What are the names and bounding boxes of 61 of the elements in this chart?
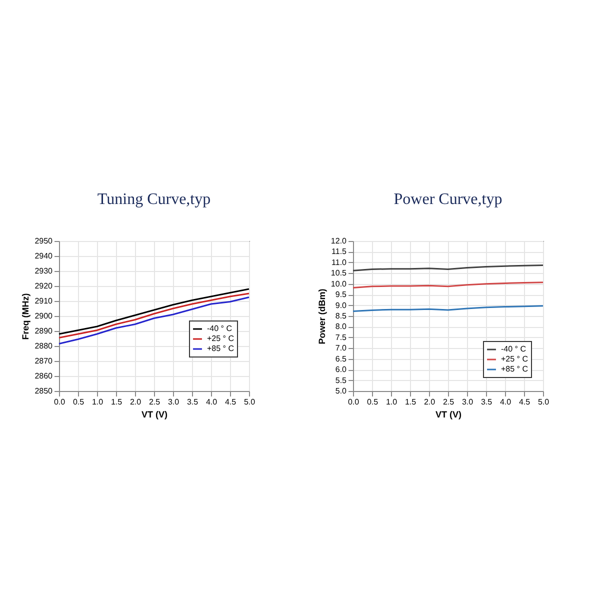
y-tick-label: 2890 <box>34 326 54 336</box>
y-tick-label: 7.5 <box>335 332 348 342</box>
y-axis-title: Freq (MHz) <box>20 293 31 340</box>
y-tick-label: 2920 <box>34 282 54 290</box>
x-tick-label: 3.0 <box>462 398 474 406</box>
x-tick-label: 5.0 <box>538 398 550 406</box>
x-tick-label: 2.0 <box>424 398 436 406</box>
y-tick-label: 7.0 <box>335 344 348 353</box>
x-tick-label: 3.5 <box>480 398 493 406</box>
legend-label: -40 ° C <box>207 324 232 333</box>
y-tick-label: 2940 <box>34 252 54 260</box>
x-tick-label: 4.5 <box>518 398 531 406</box>
x-axis-title: VT (V) <box>142 410 168 420</box>
y-tick-label: 2850 <box>34 386 54 396</box>
chart-title: Power Curve,typ <box>394 191 502 208</box>
legend-label: -40 ° C <box>501 344 526 354</box>
y-tick-label: 5.0 <box>335 386 348 396</box>
x-tick-label: 0.0 <box>348 398 360 406</box>
x-tick-label: 1.5 <box>404 398 417 406</box>
y-tick-label: 8.5 <box>335 312 348 320</box>
y-tick-label: 10.5 <box>330 268 348 278</box>
x-tick-label: 2.0 <box>130 398 142 406</box>
y-tick-label: 8.0 <box>335 322 348 332</box>
legend-label: +85 ° C <box>207 344 234 353</box>
y-tick-label: 11.5 <box>332 247 348 256</box>
x-tick-label: 5.0 <box>244 398 256 406</box>
y-tick-label: 10.0 <box>330 279 348 288</box>
x-tick-label: 1.5 <box>110 398 123 406</box>
x-tick-label: 0.0 <box>54 398 66 406</box>
x-tick-label: 0.5 <box>72 398 85 406</box>
x-tick-label: 2.5 <box>442 398 455 406</box>
y-axis-title: Power (dBm) <box>316 288 327 344</box>
x-tick-label: 2.5 <box>148 398 161 406</box>
x-tick-label: 1.0 <box>92 398 104 406</box>
x-tick-label: 0.5 <box>366 398 379 406</box>
y-tick-label: 2950 <box>34 236 54 246</box>
chart-title: Tuning Curve,typ <box>97 191 211 208</box>
y-tick-label: 9.0 <box>335 300 348 310</box>
y-tick-label: 11.0 <box>332 258 348 267</box>
y-tick-label: 12.0 <box>330 236 348 246</box>
y-tick-label: 2930 <box>34 266 54 276</box>
x-axis-title: VT (V) <box>436 410 462 420</box>
legend-label: +85 ° C <box>501 364 528 374</box>
y-tick-label: 2860 <box>34 372 54 380</box>
x-tick-label: 4.0 <box>500 398 512 406</box>
x-tick-label: 3.5 <box>186 398 199 406</box>
x-tick-label: 3.0 <box>168 398 180 406</box>
x-tick-label: 1.0 <box>386 398 398 406</box>
y-tick-label: 9.5 <box>335 290 348 300</box>
x-tick-label: 4.0 <box>206 398 218 406</box>
x-tick-label: 4.5 <box>224 398 237 406</box>
y-tick-label: 2870 <box>34 356 54 366</box>
y-tick-label: 2910 <box>34 296 54 306</box>
y-tick-label: 2900 <box>34 312 54 320</box>
y-tick-label: 2880 <box>34 342 54 350</box>
y-tick-label: 6.5 <box>335 354 348 364</box>
line-series <box>58 296 250 344</box>
legend-label: +25 ° C <box>207 334 234 343</box>
y-tick-label: 5.5 <box>335 376 348 385</box>
legend-label: +25 ° C <box>501 354 528 364</box>
y-tick-label: 6.0 <box>335 365 348 374</box>
